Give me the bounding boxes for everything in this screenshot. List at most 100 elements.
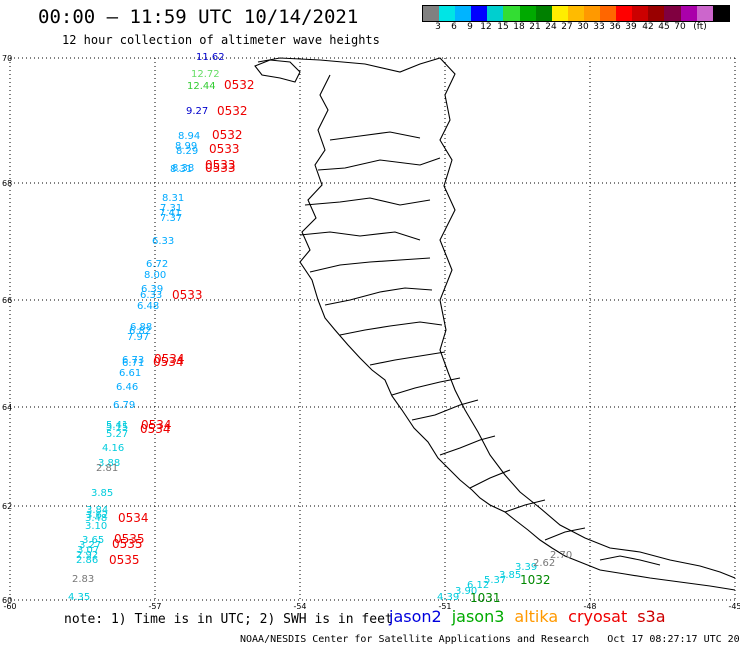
wave-height-value: 6.61 [119, 368, 141, 379]
fjord-8 [369, 351, 446, 366]
measurement-labels: 11.6212.7212.449.278.948.998.298.388.318… [68, 52, 572, 605]
pass-time-label: 0534 [140, 422, 171, 436]
pass-time-label: 0532 [224, 78, 255, 92]
fjord-11 [439, 435, 496, 456]
wave-height-value: 6.39 [141, 284, 163, 295]
wave-height-value: 3.62 [86, 510, 108, 521]
color-swatch [487, 6, 504, 21]
color-swatch [455, 6, 472, 21]
wave-height-value: 4.39 [437, 592, 459, 603]
pass-time-label: 0533 [209, 142, 240, 156]
pass-time-label: 0534 [154, 352, 185, 366]
wave-height-value: 2.70 [550, 550, 572, 561]
fjord-5 [309, 257, 431, 273]
pass-time-label: 0534 [141, 418, 172, 432]
greenland-coastline [254, 57, 736, 591]
fjord-3 [304, 197, 431, 206]
wave-height-value: 5.41 [106, 420, 128, 431]
fjord-14 [544, 527, 586, 541]
color-swatch [423, 6, 440, 21]
color-swatch [600, 6, 617, 21]
lat-lon-grid: -60 -57 -54 -51 -48 -45 70 68 66 64 62 60 [2, 54, 740, 611]
fjord-13 [504, 499, 546, 513]
fjord-12 [469, 469, 511, 489]
pass-time-label: 0532 [212, 128, 243, 142]
fjord-7 [339, 321, 443, 336]
color-swatch [632, 6, 649, 21]
pass-time-label: 0534 [153, 355, 184, 369]
fjord-2 [317, 157, 441, 171]
lat-tick-label: 68 [2, 179, 12, 188]
coastline-main [257, 57, 736, 579]
color-swatch [535, 6, 552, 21]
lon-tick-label: -57 [148, 602, 161, 611]
color-swatch [471, 6, 488, 21]
lat-tick-label: 64 [2, 403, 12, 412]
fjord-1 [329, 131, 421, 141]
pass-time-label: 0533 [172, 288, 203, 302]
wave-height-value: 3.27 [79, 540, 101, 551]
map-subtitle: 12 hour collection of altimeter wave hei… [62, 33, 380, 47]
satellite-legend: jason2 jason3 altika cryosat s3a [389, 607, 676, 626]
color-scale-label: 70 [674, 22, 686, 32]
lon-tick-label: -48 [583, 602, 596, 611]
map-title: 00:00 – 11:59 UTC 10/14/2021 [38, 6, 359, 28]
wave-height-value: 6.72 [146, 259, 168, 270]
fjord-10 [411, 399, 479, 421]
pass-time-label: 0535 [109, 553, 140, 567]
wave-height-value: 6.46 [116, 382, 138, 393]
color-scale-label: 42 [642, 22, 654, 32]
legend-item: cryosat [568, 607, 628, 626]
wave-height-value: 5.37 [484, 575, 506, 586]
color-swatch [567, 6, 584, 21]
footnote: note: 1) Time is in UTC; 2) SWH is in fe… [64, 612, 393, 627]
color-swatch [519, 6, 536, 21]
wave-height-value: 8.31 [162, 193, 184, 204]
lon-tick-label: -51 [438, 602, 451, 611]
fjord-4 [299, 231, 421, 241]
wave-height-value: 2.81 [96, 463, 118, 474]
wave-height-value: 12.72 [191, 69, 220, 80]
wave-height-value: 6.73 [122, 355, 144, 366]
fjord-15 [599, 555, 661, 566]
lat-tick-label: 62 [2, 502, 12, 511]
pass-time-label: 1031 [470, 591, 501, 605]
wave-height-value: 4.16 [102, 443, 124, 454]
wave-height-value: 12.44 [187, 81, 216, 92]
fjord-9 [391, 377, 461, 396]
color-scale-labels: 3 6 9 12 15 18 21 24 27 30 33 36 39 42 45 70 (ft) [422, 22, 732, 34]
wave-height-value: 8.29 [176, 146, 198, 157]
wave-height-value: 3.10 [85, 521, 107, 532]
legend-item: altika [514, 607, 559, 626]
wave-height-value: 6.48 [137, 301, 159, 312]
fjord-6 [324, 287, 433, 306]
color-swatch [551, 6, 568, 21]
color-swatch [696, 6, 713, 21]
color-scale-label: 6 [451, 22, 457, 32]
wave-height-value: 5.15 [106, 422, 128, 433]
wave-height-value: 2.62 [533, 558, 555, 569]
wave-height-value: 2.86 [76, 555, 98, 566]
wave-height-value: 3.48 [85, 513, 107, 524]
wave-height-value: 7.31 [160, 203, 182, 214]
wave-height-value: 8.00 [144, 270, 166, 281]
wave-height-value: 3.65 [82, 535, 104, 546]
wave-height-value: 6.33 [152, 236, 174, 247]
color-scale-label: 9 [467, 22, 473, 32]
wave-height-value: 8.99 [175, 141, 197, 152]
wave-height-value: 3.39 [515, 562, 537, 573]
lat-tick-label: 70 [2, 54, 12, 63]
pass-time-label: 0533 [205, 161, 236, 175]
lon-tick-label: -54 [293, 602, 306, 611]
wave-height-value: 3.85 [91, 488, 113, 499]
wave-height-value: 4.35 [68, 592, 90, 603]
wave-height-value: 11.62 [196, 52, 225, 63]
wave-height-value: 6.79 [113, 400, 135, 411]
credit-line: NOAA/NESDIS Center for Satellite Applica… [240, 634, 740, 645]
disko-island [254, 59, 301, 83]
wave-height-value: 2.83 [72, 574, 94, 585]
pass-time-label: 1032 [520, 573, 551, 587]
legend-item: s3a [637, 607, 666, 626]
color-swatch [616, 6, 633, 21]
lat-tick-label: 60 [2, 596, 12, 605]
